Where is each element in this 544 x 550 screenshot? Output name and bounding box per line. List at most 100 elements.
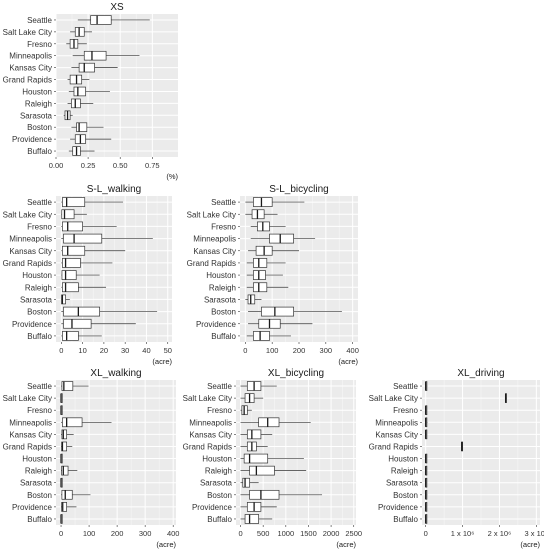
box-buffalo [240, 514, 273, 524]
category-label: Seattle [27, 382, 52, 391]
x-axis-label: (acre) [520, 540, 540, 549]
x-axis-label: (acre) [338, 357, 358, 366]
box-houston [425, 453, 428, 464]
box-kansas-city [425, 429, 428, 440]
x-tick-label: 50 [164, 346, 172, 355]
panel-xl-walking: XL_walking Seattle Salt Lake City Fresno Min… [3, 368, 180, 549]
box-grand-rapids [246, 258, 286, 268]
category-label: Seattle [27, 16, 52, 25]
x-tick-label: 400 [346, 346, 359, 355]
iqr-box [61, 209, 75, 220]
iqr-box [249, 465, 275, 476]
category-label: Houston [22, 271, 52, 280]
box-boston [240, 489, 323, 500]
iqr-box [258, 417, 280, 428]
category-label: Fresno [27, 406, 52, 415]
category-label: Kansas City [193, 247, 236, 256]
category-label: Providence [378, 503, 419, 512]
box-seattle [61, 197, 124, 207]
box-grand-rapids [61, 441, 73, 452]
box-sarasota [245, 294, 262, 305]
category-label: Sarasota [386, 479, 419, 488]
x-tick-label: 200 [293, 346, 306, 355]
x-tick-label: 100 [83, 529, 96, 538]
box-minneapolis [250, 233, 316, 244]
iqr-box [251, 209, 265, 220]
category-label: Houston [206, 271, 236, 280]
box-minneapolis [61, 233, 153, 244]
iqr-box [253, 270, 266, 280]
box-sarasota [425, 477, 428, 488]
box-houston [61, 270, 100, 280]
iqr-box [90, 15, 112, 25]
category-label: Minneapolis [375, 418, 418, 427]
iqr-box [261, 306, 294, 317]
category-label: Boston [211, 308, 236, 317]
category-label: Raleigh [25, 467, 52, 476]
iqr-box [78, 62, 95, 73]
box-raleigh [61, 282, 107, 293]
category-label: Grand Rapids [3, 442, 52, 451]
box-salt-lake-city [245, 209, 278, 220]
box-sarasota [60, 477, 63, 488]
box-salt-lake-city [70, 27, 92, 37]
box-boston [71, 122, 104, 132]
x-tick-label: 1 x 10⁶ [451, 529, 475, 538]
box-providence [61, 318, 136, 329]
category-label: Sarasota [20, 295, 53, 304]
iqr-box [62, 282, 79, 293]
category-label: Salt Lake City [3, 28, 52, 37]
box-boston [61, 306, 158, 317]
category-label: Houston [202, 455, 232, 464]
box-seattle [61, 381, 89, 391]
x-axis-label: (acre) [336, 540, 356, 549]
box-kansas-city [61, 245, 126, 256]
category-label: Houston [22, 87, 52, 96]
panel-xl-bicycling: XL_bicycling Seattle Salt Lake City Fresno M… [183, 368, 362, 549]
box-raleigh [240, 465, 307, 476]
x-tick-label: 400 [167, 529, 180, 538]
box-kansas-city [240, 429, 273, 440]
iqr-box [61, 270, 77, 280]
x-axis-label: (acre) [152, 357, 172, 366]
panel-s-l-walking: S-L_walking Seattle Salt Lake City Fresno Mi… [3, 184, 173, 366]
box-salt-lake-city [504, 393, 507, 403]
box-raleigh [61, 465, 78, 476]
iqr-box [269, 233, 294, 244]
category-label: Salt Lake City [183, 394, 232, 403]
category-label: Buffalo [27, 147, 52, 156]
box-sarasota [63, 110, 73, 121]
category-label: Grand Rapids [183, 442, 232, 451]
iqr-box [253, 258, 268, 268]
x-tick-label: 0.25 [81, 161, 96, 170]
iqr-box [244, 514, 259, 524]
box-fresno [425, 405, 428, 416]
x-tick-label: 100 [266, 346, 279, 355]
x-tick-label: 10 [78, 346, 86, 355]
box-houston [246, 270, 283, 280]
box-houston [60, 453, 63, 464]
iqr-box [246, 429, 262, 440]
category-label: Sarasota [204, 295, 237, 304]
x-tick-label: 2 x 10⁶ [488, 529, 512, 538]
category-label: Seattle [27, 198, 52, 207]
category-label: Salt Lake City [3, 210, 52, 219]
category-label: Seattle [393, 382, 418, 391]
box-houston [68, 86, 110, 97]
x-tick-label: 40 [142, 346, 150, 355]
box-raleigh [246, 282, 289, 293]
x-tick-label: 500 [257, 529, 270, 538]
x-tick-label: 3 x 10⁶ [525, 529, 544, 538]
category-label: Fresno [211, 222, 236, 231]
category-label: Buffalo [27, 515, 52, 524]
iqr-box [61, 465, 69, 476]
category-label: Houston [388, 455, 418, 464]
category-label: Buffalo [211, 332, 236, 341]
box-seattle [245, 197, 305, 207]
category-label: Salt Lake City [3, 394, 52, 403]
iqr-box [243, 453, 269, 464]
box-kansas-city [61, 429, 74, 440]
x-tick-label: 2000 [323, 529, 340, 538]
box-boston [425, 489, 428, 500]
box-buffalo [425, 514, 428, 524]
